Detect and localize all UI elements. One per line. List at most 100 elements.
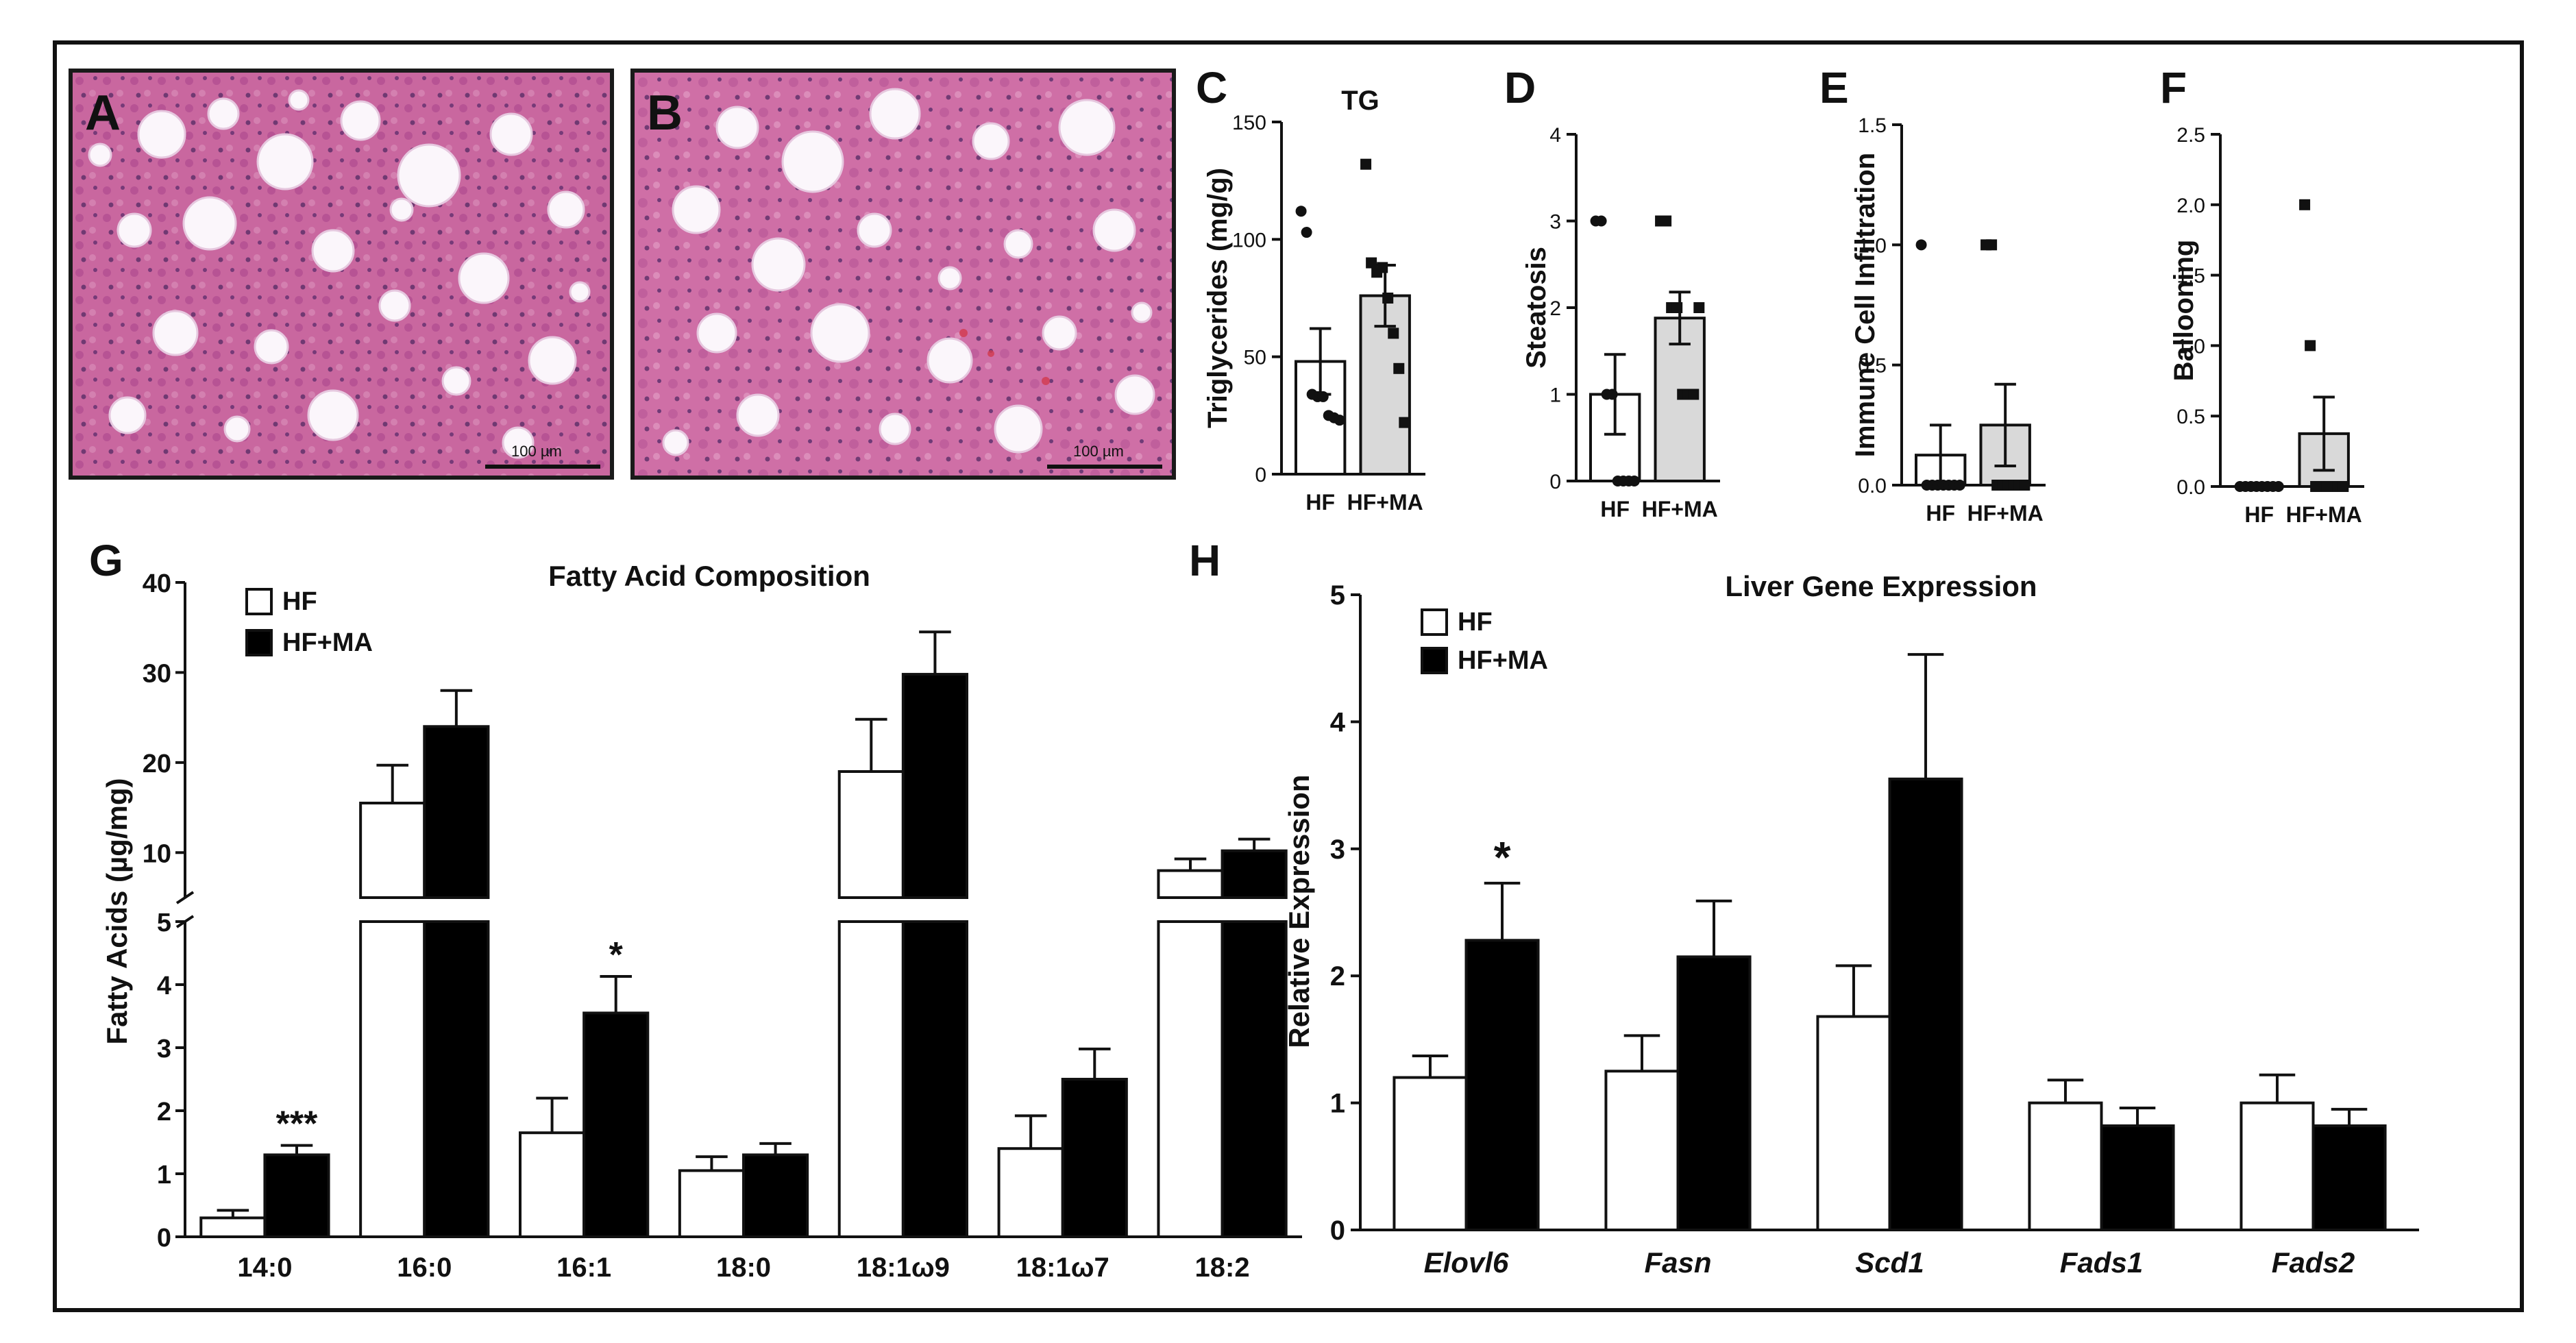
data-point bbox=[1688, 389, 1700, 400]
x-tick-label: HF+MA bbox=[2286, 502, 2362, 527]
y-tick-label: 50 bbox=[1244, 347, 1266, 369]
legend-swatch bbox=[245, 588, 273, 615]
y-axis-label: Fatty Acids (µg/mg) bbox=[101, 778, 133, 1045]
data-point bbox=[1693, 302, 1705, 313]
y-axis-label: Ballooning bbox=[2169, 240, 2199, 382]
x-tick-label: 14:0 bbox=[237, 1253, 292, 1283]
data-point bbox=[1915, 239, 1927, 251]
micrograph-panel-b: B 100 µm bbox=[630, 69, 1176, 480]
data-point bbox=[2338, 481, 2349, 492]
chart-h: H Liver Gene Expression 0 1 2 3 4 5 Relative Exp… bbox=[1189, 536, 2419, 1279]
x-tick-label: 18:1ω9 bbox=[857, 1253, 950, 1283]
data-point bbox=[1360, 158, 1372, 170]
y-tick-label: 20 bbox=[143, 750, 171, 778]
panel-a-scale-bar bbox=[485, 465, 600, 469]
x-tick-label: Fads2 bbox=[2272, 1246, 2355, 1279]
y-tick-label: 3 bbox=[1549, 211, 1561, 234]
y-tick-label: 40 bbox=[143, 569, 171, 598]
y-tick-label: 1.0 bbox=[2176, 335, 2205, 358]
x-tick-label: 18:1ω7 bbox=[1016, 1253, 1109, 1283]
y-axis-label: Immune Cell Infiltration bbox=[1850, 153, 1880, 457]
data-point bbox=[1399, 417, 1410, 428]
y-tick-label: 1 bbox=[157, 1161, 171, 1190]
panel-label: F bbox=[2160, 63, 2187, 112]
bar bbox=[901, 920, 969, 1238]
data-point bbox=[1628, 476, 1640, 486]
data-point bbox=[1301, 227, 1312, 238]
bar bbox=[1220, 920, 1288, 1238]
x-tick-label: Fads1 bbox=[2060, 1246, 2143, 1279]
micrograph-panel-a: A 100 µm bbox=[69, 69, 614, 480]
bar bbox=[423, 920, 490, 1238]
bar bbox=[742, 1153, 809, 1239]
figure-border bbox=[53, 40, 2524, 1312]
panel-a-label: A bbox=[85, 86, 121, 140]
panel-b-label: B bbox=[647, 86, 683, 140]
bar bbox=[2100, 1124, 2175, 1232]
bar bbox=[2240, 1101, 2315, 1231]
y-tick-label: 2 bbox=[1549, 297, 1561, 320]
bar bbox=[1604, 1070, 1680, 1231]
y-tick-label: 4 bbox=[1549, 124, 1561, 147]
y-axis-label: Triglycerides (mg/g) bbox=[1203, 168, 1233, 428]
bar bbox=[359, 920, 426, 1238]
y-tick-label: 5 bbox=[1330, 580, 1345, 611]
axis-break-mark bbox=[175, 891, 195, 904]
y-tick-label: 2 bbox=[157, 1098, 171, 1126]
bar bbox=[837, 920, 905, 1238]
y-tick-label: 3 bbox=[1330, 835, 1345, 865]
bar bbox=[678, 1169, 745, 1239]
bar bbox=[1393, 1076, 1468, 1232]
y-tick-label: 1 bbox=[1330, 1089, 1345, 1119]
x-tick-label: 16:0 bbox=[397, 1253, 452, 1283]
y-tick-label: 1.0 bbox=[1858, 234, 1887, 257]
x-tick-label: Elovl6 bbox=[1424, 1246, 1509, 1279]
y-tick-label: 0 bbox=[157, 1224, 171, 1253]
y-tick-label: 1.5 bbox=[1858, 114, 1887, 137]
data-point bbox=[1388, 328, 1399, 339]
panel-a-scale-text: 100 µm bbox=[511, 443, 562, 460]
chart-title: TG bbox=[1341, 86, 1379, 116]
data-point bbox=[1986, 239, 1998, 251]
y-tick-label: 0.5 bbox=[2176, 406, 2205, 428]
y-tick-label: 0 bbox=[1255, 464, 1266, 486]
bar bbox=[2028, 1101, 2103, 1231]
legend-swatch bbox=[1421, 647, 1448, 674]
panel-label: H bbox=[1189, 536, 1220, 585]
chart-title: Fatty Acid Composition bbox=[548, 560, 870, 592]
bar bbox=[2311, 1124, 2387, 1232]
data-point bbox=[1393, 362, 1405, 374]
bar bbox=[1220, 849, 1288, 899]
x-tick-label: HF+MA bbox=[1347, 490, 1423, 515]
y-axis-label: Relative Expression bbox=[1283, 774, 1315, 1048]
chart-e: E 0.0 0.5 1.0 1.5 Immune Cell Infiltration HF H… bbox=[1819, 63, 2046, 526]
data-point bbox=[1366, 257, 1377, 269]
y-tick-label: 0 bbox=[1549, 471, 1561, 493]
y-tick-label: 2 bbox=[1330, 961, 1345, 991]
bar bbox=[263, 1153, 330, 1239]
bar bbox=[901, 673, 969, 899]
x-tick-label: 18:0 bbox=[716, 1253, 771, 1283]
legend: HF HF+MA bbox=[1421, 608, 1548, 675]
chart-title: Liver Gene Expression bbox=[1725, 570, 2037, 602]
panel-label: G bbox=[89, 536, 123, 585]
data-point bbox=[2305, 340, 2316, 352]
bar bbox=[1676, 955, 1752, 1231]
data-point bbox=[2272, 481, 2284, 492]
x-tick-label: HF+MA bbox=[1642, 497, 1718, 521]
data-point bbox=[1660, 215, 1672, 227]
significance-marker: *** bbox=[276, 1105, 318, 1144]
y-tick-label: 30 bbox=[143, 659, 171, 688]
x-tick-label: HF bbox=[1305, 490, 1335, 515]
x-tick-label: HF bbox=[1926, 501, 1955, 526]
significance-marker: * bbox=[609, 935, 624, 975]
y-tick-label: 0 bbox=[1330, 1216, 1345, 1246]
data-point bbox=[1595, 215, 1607, 227]
x-tick-label: HF bbox=[2244, 502, 2274, 527]
micrograph-b-image bbox=[635, 73, 1172, 476]
legend-swatch bbox=[1421, 608, 1448, 636]
bar bbox=[1061, 1078, 1128, 1238]
y-tick-label: 1 bbox=[1549, 384, 1561, 407]
bar bbox=[359, 802, 426, 899]
